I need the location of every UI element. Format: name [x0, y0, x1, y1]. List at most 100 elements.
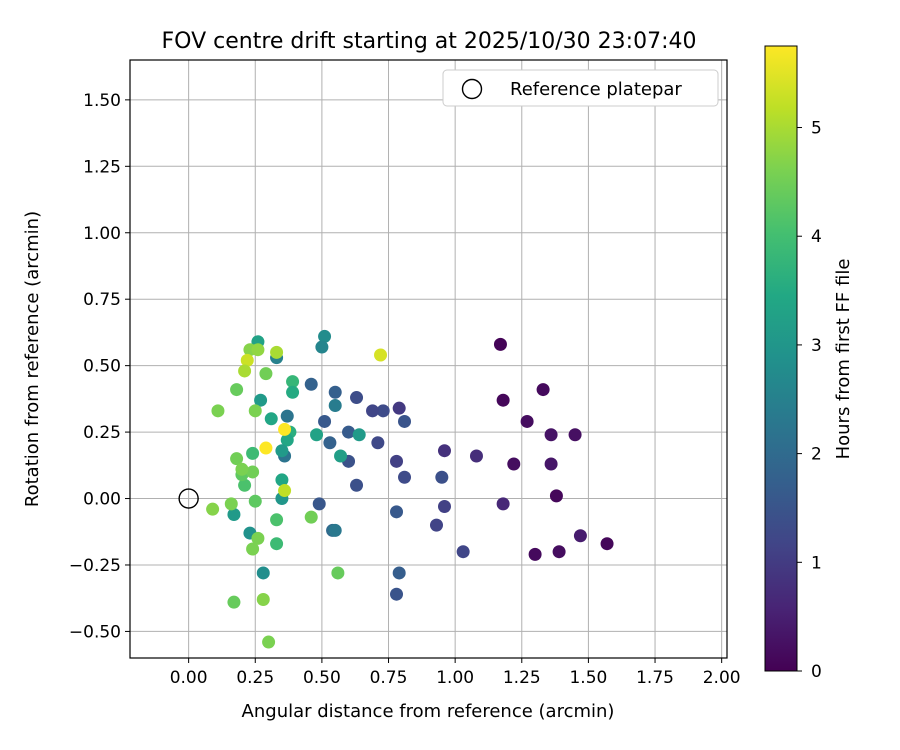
data-point: [246, 465, 260, 479]
data-point: [286, 375, 300, 389]
data-point: [304, 510, 318, 524]
data-point: [390, 587, 404, 601]
data-point: [264, 412, 278, 426]
x-tick-label: 1.00: [436, 668, 474, 688]
data-point: [328, 385, 342, 399]
data-point: [429, 518, 443, 532]
x-tick-label: 2.00: [703, 668, 741, 688]
data-point: [568, 428, 582, 442]
legend: Reference platepar: [442, 69, 719, 107]
colorbar-tick-label: 2: [811, 445, 822, 465]
data-point: [437, 500, 451, 514]
data-point: [376, 404, 390, 418]
data-point: [469, 449, 483, 463]
data-point: [278, 422, 292, 436]
data-point: [328, 523, 342, 537]
x-tick-label: 1.25: [503, 668, 541, 688]
chart-title: FOV centre drift starting at 2025/10/30 …: [162, 29, 697, 54]
data-point: [262, 635, 276, 649]
legend-reference-marker: [461, 78, 483, 100]
legend-box: [442, 69, 719, 107]
data-point: [304, 377, 318, 391]
data-point: [328, 399, 342, 413]
data-point: [334, 449, 348, 463]
data-point: [315, 340, 329, 354]
data-point: [528, 547, 542, 561]
data-point: [270, 513, 284, 527]
y-tick-label: 1.25: [83, 157, 121, 177]
data-point: [536, 383, 550, 397]
data-point: [520, 414, 534, 428]
colorbar-tick-label: 4: [811, 227, 822, 247]
data-point: [270, 537, 284, 551]
data-point: [251, 343, 265, 357]
data-point: [600, 537, 614, 551]
x-tick-label: 0.25: [236, 668, 274, 688]
legend-entry-label: Reference platepar: [510, 79, 682, 100]
data-point: [352, 428, 366, 442]
data-point: [312, 497, 326, 511]
data-point: [270, 345, 284, 359]
data-point: [496, 393, 510, 407]
data-point: [238, 364, 252, 378]
data-point: [310, 428, 324, 442]
y-tick-label: −0.25: [69, 556, 121, 576]
data-point: [573, 529, 587, 543]
colorbar-tick-label: 0: [811, 662, 822, 682]
data-point: [230, 383, 244, 397]
grid: [130, 60, 727, 658]
data-point: [549, 489, 563, 503]
data-point: [246, 446, 260, 460]
colorbar-tick-label: 5: [811, 119, 822, 139]
x-tick-label: 0.00: [170, 668, 208, 688]
data-point: [230, 452, 244, 466]
colorbar-label: Hours from first FF file: [833, 259, 854, 460]
x-tick-label: 1.50: [569, 668, 607, 688]
data-point: [371, 436, 385, 450]
x-tick-label: 0.50: [303, 668, 341, 688]
data-point: [235, 462, 249, 476]
data-point: [331, 566, 345, 580]
data-point: [342, 425, 356, 439]
data-points: [178, 329, 614, 649]
data-point: [507, 457, 521, 471]
data-point: [323, 436, 337, 450]
data-point: [278, 484, 292, 498]
data-point: [496, 497, 510, 511]
data-point: [256, 566, 270, 580]
x-tick-label: 1.75: [636, 668, 674, 688]
data-point: [246, 542, 260, 556]
data-point: [398, 414, 412, 428]
data-point: [286, 385, 300, 399]
data-point: [374, 348, 388, 362]
x-tick-label: 0.75: [370, 668, 408, 688]
y-tick-label: 0.25: [83, 423, 121, 443]
data-point: [437, 444, 451, 458]
y-tick-label: 1.50: [83, 91, 121, 111]
colorbar-gradient: [764, 45, 798, 672]
data-point: [398, 470, 412, 484]
data-point: [275, 444, 289, 458]
data-point: [224, 497, 238, 511]
y-tick-label: 0.75: [83, 290, 121, 310]
colorbar-ticks: 0 1 2 3 4 5: [797, 119, 822, 682]
colorbar-tick-label: 1: [811, 553, 822, 573]
data-point: [392, 566, 406, 580]
colorbar: 0 1 2 3 4 5 Hours from first FF file: [764, 45, 854, 682]
data-point: [227, 595, 241, 609]
data-point: [318, 414, 332, 428]
data-point: [544, 428, 558, 442]
data-point: [248, 404, 262, 418]
data-point: [256, 593, 270, 607]
data-point: [238, 478, 252, 492]
data-point: [206, 502, 220, 516]
data-point: [493, 337, 507, 351]
data-point: [211, 404, 225, 418]
data-point: [392, 401, 406, 415]
y-tick-label: −0.50: [69, 622, 121, 642]
data-point: [280, 409, 294, 423]
data-point: [390, 454, 404, 468]
data-point: [366, 404, 380, 418]
data-point: [259, 441, 273, 455]
